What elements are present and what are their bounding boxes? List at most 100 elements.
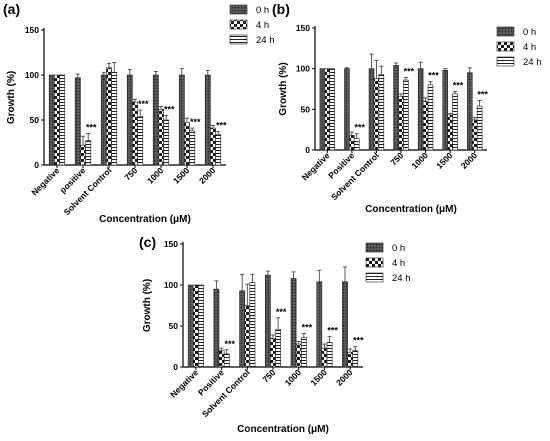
significance-stars: *** — [164, 105, 175, 115]
bar — [187, 284, 194, 368]
bar — [270, 337, 276, 368]
bar — [447, 114, 453, 151]
y-tick-label: 0 — [173, 362, 178, 372]
significance-stars: *** — [276, 307, 287, 317]
bar — [368, 68, 375, 151]
bar — [347, 351, 354, 368]
bar — [189, 130, 196, 166]
bar — [398, 96, 404, 151]
bar — [213, 288, 220, 368]
legend-swatch — [229, 34, 248, 45]
bar — [215, 134, 222, 166]
bar — [467, 72, 473, 151]
y-tick-label: 50 — [301, 104, 311, 114]
bar — [152, 74, 159, 166]
y-tick-label: 50 — [169, 321, 179, 331]
bar — [324, 68, 331, 151]
bar — [321, 347, 328, 368]
bar — [198, 284, 204, 368]
legend: 0 h 4 h 24 h — [229, 4, 275, 46]
bar — [476, 105, 483, 151]
category-label: 1000 — [410, 150, 431, 171]
significance-stars: *** — [355, 123, 366, 133]
legend-swatch — [229, 4, 248, 15]
category-label: 1500 — [434, 150, 455, 171]
significance-stars: *** — [138, 99, 149, 109]
significance-stars: *** — [216, 121, 227, 131]
category-label: 1000 — [283, 367, 304, 388]
category-label: 1000 — [145, 165, 166, 186]
bar — [223, 353, 230, 368]
bar — [264, 274, 271, 368]
bar — [178, 74, 185, 166]
significance-stars: *** — [404, 67, 415, 77]
legend-label: 4 h — [523, 42, 536, 53]
significance-stars: *** — [453, 80, 464, 90]
legend-label: 4 h — [256, 20, 269, 31]
category-label: Negative — [168, 367, 200, 399]
bar — [74, 77, 81, 166]
bar — [54, 74, 60, 166]
bar — [300, 337, 307, 368]
category-label: 2000 — [334, 367, 355, 388]
bar — [422, 100, 429, 151]
bar — [239, 290, 246, 368]
panel-label: (c) — [139, 234, 156, 250]
category-label: 1500 — [171, 165, 192, 186]
bar — [354, 138, 360, 151]
bar — [319, 68, 326, 151]
significance-stars: *** — [86, 123, 97, 133]
bar — [80, 144, 86, 166]
bar — [329, 68, 335, 151]
category-label: 2000 — [197, 165, 218, 186]
category-label: Solvent Control — [200, 367, 252, 419]
bar — [452, 93, 458, 151]
bar — [290, 278, 297, 368]
bar — [132, 101, 138, 166]
bar — [417, 68, 424, 151]
legend-label: 0 h — [523, 27, 536, 38]
bar — [373, 78, 380, 151]
bar — [111, 72, 118, 166]
bar — [158, 108, 164, 166]
legend-label: 24 h — [392, 273, 411, 284]
bar — [100, 74, 107, 166]
bar — [316, 281, 323, 368]
y-axis-title: Growth (%) — [142, 279, 153, 332]
bar — [295, 343, 302, 368]
bar — [163, 119, 170, 166]
y-axis-title: Growth (%) — [6, 71, 17, 124]
bar — [204, 74, 211, 166]
legend-label: 24 h — [256, 35, 275, 46]
bar — [342, 281, 348, 368]
bar — [218, 350, 225, 368]
category-label: 750 — [260, 367, 277, 384]
legend-swatch — [496, 56, 515, 67]
legend: 0 h 4 h 24 h — [365, 242, 411, 284]
y-tick-label: 150 — [164, 239, 178, 249]
significance-stars: *** — [428, 71, 439, 81]
legend-label: 24 h — [523, 57, 542, 68]
bar — [344, 68, 350, 151]
bar — [137, 116, 144, 166]
significance-stars: *** — [224, 339, 235, 349]
y-axis-title: Growth (%) — [278, 62, 289, 115]
legend-swatch — [365, 272, 384, 283]
significance-stars: *** — [353, 336, 364, 346]
bar — [244, 305, 251, 368]
y-tick-label: 100 — [25, 70, 39, 80]
bar — [59, 74, 66, 166]
bar — [403, 79, 409, 151]
bar — [471, 119, 478, 151]
bar — [210, 127, 216, 166]
x-axis-title: Concentration (μM) — [237, 424, 329, 435]
bar — [106, 67, 112, 166]
panel-label: (a) — [3, 1, 20, 17]
bar — [85, 140, 92, 166]
significance-stars: *** — [477, 89, 488, 99]
bar — [326, 342, 333, 368]
